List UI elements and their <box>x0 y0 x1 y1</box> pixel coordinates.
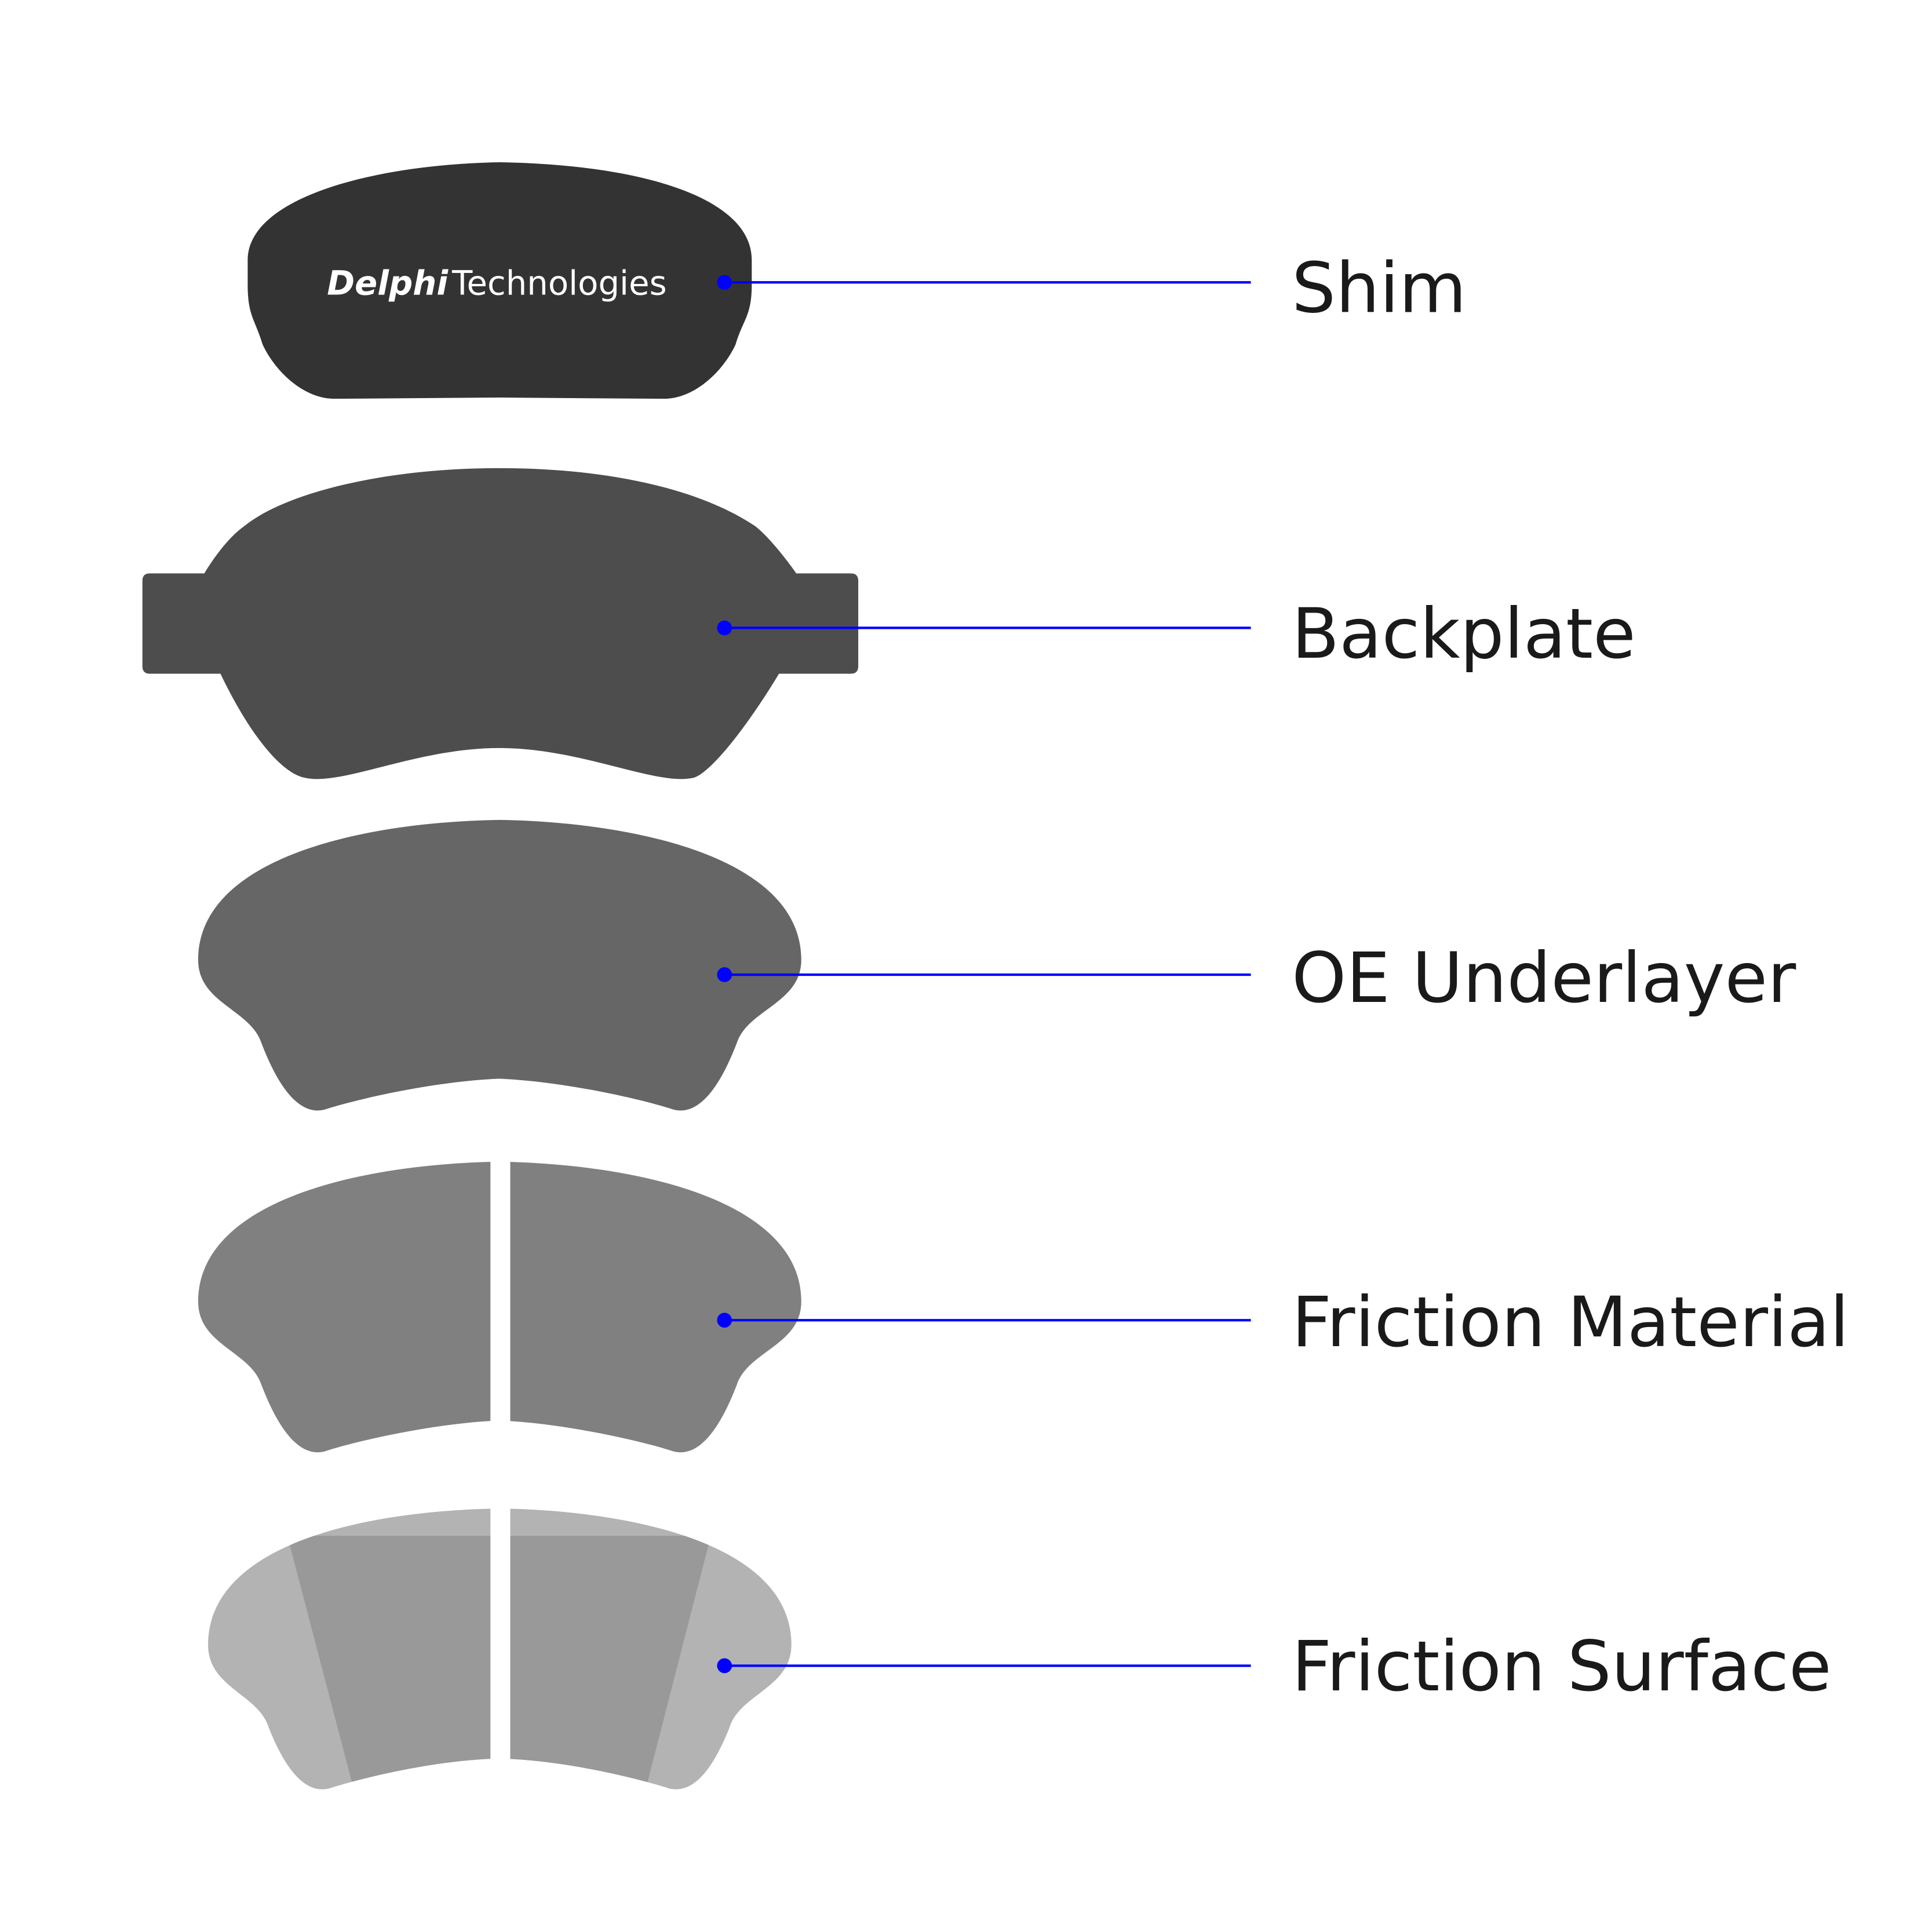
callout-friction-surface: Friction Surface <box>717 1627 1832 1707</box>
backplate-shape <box>142 468 859 779</box>
callout-dot <box>717 620 732 636</box>
callout-dot <box>717 1313 732 1328</box>
layer-shim: Delphi Technologies <box>247 162 752 399</box>
callout-dot <box>717 1658 732 1674</box>
callout-friction-material: Friction Material <box>717 1282 1849 1363</box>
callout-dot <box>717 967 732 982</box>
label-friction-surface: Friction Surface <box>1292 1627 1832 1707</box>
callout-shim: Shim <box>717 249 1467 329</box>
friction-material-shape <box>198 1151 801 1453</box>
label-backplate: Backplate <box>1292 594 1636 675</box>
delphi-logo: Delphi Technologies <box>327 264 666 303</box>
logo-brand-regular: Technologies <box>451 264 667 303</box>
label-friction-material: Friction Material <box>1292 1282 1849 1363</box>
callout-underlayer: OE Underlayer <box>717 938 1796 1019</box>
underlayer-shape <box>198 819 801 1111</box>
friction-surface-shape <box>208 1498 792 1789</box>
callout-dot <box>717 275 732 290</box>
shim-shape <box>247 162 752 399</box>
logo-brand-bold: Delphi <box>327 264 449 303</box>
label-shim: Shim <box>1292 249 1467 329</box>
callout-backplate: Backplate <box>717 594 1636 675</box>
label-underlayer: OE Underlayer <box>1292 938 1796 1019</box>
